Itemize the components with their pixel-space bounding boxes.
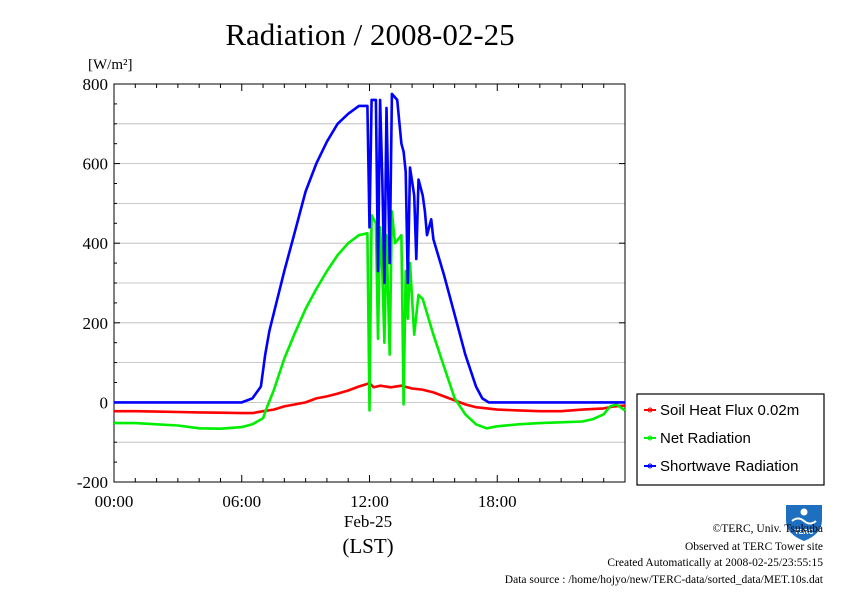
y-axis-unit-label: [W/m²]: [88, 57, 132, 73]
legend-marker: [647, 463, 653, 469]
y-tick-label: 200: [83, 314, 109, 333]
y-tick-label: 600: [83, 155, 109, 174]
series-line-2: [114, 92, 625, 404]
legend-marker: [647, 407, 653, 413]
y-axis: 800 600 400 200 0 -200: [77, 75, 625, 492]
logo-shield-icon: [786, 505, 822, 541]
credit-data-source: Data source : /home/hojyo/new/TERC-data/…: [505, 574, 824, 586]
credit-site: Observed at TERC Tower site: [685, 541, 823, 553]
x-tick-label: 12:00: [350, 492, 389, 511]
x-axis: 00:00 06:00 12:00 18:00: [95, 84, 626, 511]
series-group: [114, 92, 626, 430]
legend-marker: [647, 435, 653, 441]
terc-logo: TERC: [786, 505, 822, 541]
chart-title: Radiation / 2008-02-25: [225, 17, 514, 52]
legend-label: Net Radiation: [660, 430, 751, 447]
legend-box: [636, 393, 825, 486]
series-line-1: [114, 210, 626, 430]
legend-label: Shortwave Radiation: [660, 458, 798, 475]
x-tick-label: 00:00: [95, 492, 134, 511]
x-axis-timezone-label: (LST): [342, 534, 393, 558]
x-tick-label: 18:00: [478, 492, 517, 511]
series-line-0: [114, 382, 626, 415]
y-tick-label: 400: [83, 234, 109, 253]
logo-wave-icon: [791, 517, 817, 525]
credit-created: Created Automatically at 2008-02-25/23:5…: [607, 557, 823, 569]
x-axis-date-label: Feb-25: [344, 512, 392, 531]
y-tick-label: 0: [100, 393, 109, 412]
y-tick-label: 800: [83, 75, 109, 94]
y-tick-label: -200: [77, 473, 108, 492]
logo-text: TERC: [794, 529, 813, 536]
credit-copyright: ©TERC, Univ. Tsukuba: [713, 523, 823, 535]
x-tick-label: 06:00: [222, 492, 261, 511]
legend-label: Soil Heat Flux 0.02m: [660, 402, 799, 419]
logo-sun-icon: [800, 508, 808, 516]
legend: Soil Heat Flux 0.02m Net Radiation Shortwa…: [636, 393, 825, 486]
